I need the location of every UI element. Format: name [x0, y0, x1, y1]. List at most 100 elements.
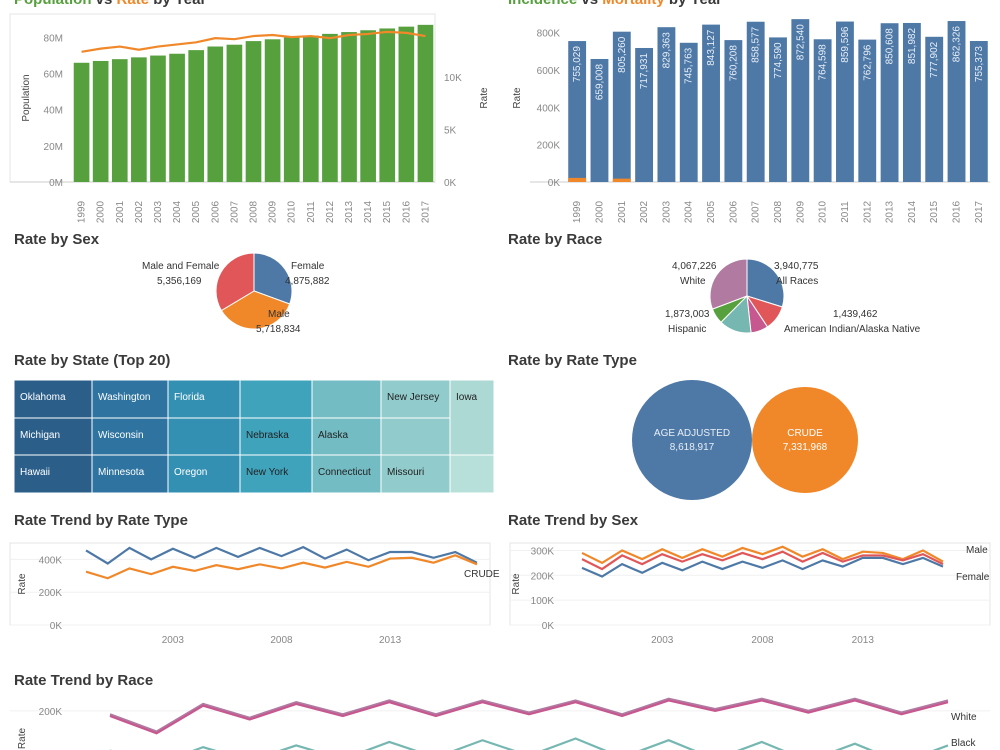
label-aian-value: 1,439,462: [833, 309, 878, 320]
treemap-cell: [380, 417, 451, 456]
rate-by-state-treemap[interactable]: Oklahoma Washington Florida New Jersey Iowa M…: [0, 375, 500, 500]
x-tick-year: 2000: [96, 200, 107, 223]
population-rate-chart[interactable]: 80M 60M 40M 20M 0M 10K 5K 0K Population Rate 1999 2…: [0, 0, 500, 225]
treemap-cell: [167, 417, 241, 456]
data-label: 777,902: [929, 41, 940, 78]
treemap-label-oklahoma: Oklahoma: [20, 392, 66, 403]
trend-rate-type-chart[interactable]: 400K 200K 0K Rate 2003 2008 2013 CRUDE: [0, 535, 500, 660]
bar-incidence: [679, 42, 698, 182]
x-tick: 2003: [651, 635, 674, 646]
label-hispanic-name: Hispanic: [668, 324, 706, 335]
treemap-cell: [311, 379, 382, 419]
chart-title-rate-by-rate-type: Rate by Rate Type: [508, 352, 637, 369]
treemap-cell: [380, 454, 451, 494]
bar-population: [207, 46, 224, 182]
label-male-and-female-value: 5,356,169: [157, 276, 202, 287]
trend-race-chart[interactable]: 200K Rate White Black: [0, 695, 1000, 750]
x-tick-year: 2006: [210, 200, 221, 223]
x-tick-year: 2002: [639, 200, 650, 223]
treemap-label-michigan: Michigan: [20, 430, 60, 441]
y-tick-left: 80M: [44, 33, 63, 44]
bar-incidence: [969, 40, 988, 182]
treemap-cell: [449, 379, 495, 456]
x-tick-year: 2012: [862, 200, 873, 223]
trend-sex-chart[interactable]: 300K 200K 100K 0K Rate 2003 2008 2013 Male Female: [500, 535, 1000, 660]
x-tick-year: 2005: [191, 200, 202, 223]
treemap-label-iowa: Iowa: [456, 392, 478, 403]
bar-incidence: [858, 39, 877, 182]
title-incidence-word: Incidence: [508, 0, 577, 8]
data-label: 805,260: [617, 36, 628, 73]
pie-slice-female: [253, 252, 293, 305]
y-tick-right: 0K: [444, 178, 457, 189]
x-tick: 2008: [270, 635, 293, 646]
x-tick-year: 2017: [974, 200, 985, 223]
x-tick-year: 2008: [773, 200, 784, 223]
bar-incidence: [836, 21, 854, 182]
label-white-value: 4,067,226: [672, 261, 717, 272]
x-tick-year: 2007: [751, 200, 762, 223]
line-all-races: [109, 697, 949, 733]
x-tick-year: 2003: [153, 200, 164, 223]
x-tick-year: 2017: [420, 200, 431, 223]
treemap-label-nebraska: Nebraska: [246, 430, 289, 441]
rate-by-race-pie[interactable]: 3,940,775 All Races 1,439,462 American Indi…: [500, 250, 1000, 345]
x-tick-year: 2007: [229, 200, 240, 223]
line-black: [110, 737, 949, 750]
y-tick-left: 40M: [44, 106, 63, 117]
treemap-label-minnesota: Minnesota: [98, 467, 145, 478]
treemap-cell: [449, 454, 495, 494]
bar-incidence: [902, 22, 921, 182]
treemap-label-oregon: Oregon: [174, 467, 207, 478]
end-label-male: Male: [966, 545, 988, 556]
y-tick: 800K: [537, 29, 561, 40]
bar-population: [360, 30, 376, 183]
treemap-cell: [167, 379, 241, 419]
x-tick: 2003: [162, 635, 185, 646]
end-label-crude: CRUDE: [464, 569, 500, 580]
treemap-label-connecticut: Connecticut: [318, 467, 371, 478]
x-tick-year: 2009: [268, 200, 279, 223]
bar-incidence: [657, 27, 676, 182]
y-tick: 0K: [542, 621, 555, 632]
x-tick-year: 2002: [134, 200, 145, 223]
x-tick-year: 2013: [344, 200, 355, 223]
plot-frame: [9, 542, 491, 626]
bar-incidence: [702, 24, 720, 183]
bar-population: [322, 33, 338, 182]
bar-population: [417, 24, 434, 182]
bar-incidence: [590, 58, 609, 183]
data-label: 829,363: [661, 32, 672, 69]
y-tick: 200K: [531, 571, 555, 582]
y-tick-left: 0M: [49, 178, 63, 189]
treemap-label-florida: Florida: [174, 392, 205, 403]
bar-population: [92, 60, 109, 182]
x-tick-year: 2009: [795, 200, 806, 223]
data-label: 760,208: [728, 45, 739, 82]
bar-mortality: [568, 177, 587, 182]
treemap-cell: [91, 454, 169, 494]
bubble-age-adjusted-value: 8,618,917: [670, 442, 715, 453]
y-tick-right: 10K: [444, 73, 462, 84]
data-label: 872,540: [795, 24, 806, 61]
data-label: 774,590: [773, 42, 784, 79]
title-suffix: by Year: [149, 0, 206, 8]
y-tick: 0K: [50, 621, 63, 632]
title-vs: vs: [92, 0, 117, 8]
bar-incidence: [925, 36, 944, 182]
bar-population: [226, 44, 243, 182]
y-tick: 300K: [531, 546, 555, 557]
bar-population: [264, 39, 281, 183]
chart-title-rate-by-sex: Rate by Sex: [14, 231, 100, 248]
chart-title-trend-race: Rate Trend by Race: [14, 672, 154, 689]
title-mortality-word: Mortality: [602, 0, 665, 8]
bubble-age-adjusted-name: AGE ADJUSTED: [654, 428, 730, 439]
chart-title-rate-by-race: Rate by Race: [508, 231, 603, 248]
x-tick-year: 2000: [594, 200, 605, 223]
x-tick-year: 2011: [306, 201, 317, 223]
bubble-crude-name: CRUDE: [787, 428, 823, 439]
rate-by-sex-pie[interactable]: Female 4,875,882 Male 5,718,834 Male and Fem…: [0, 250, 500, 345]
rate-by-rate-type-bubbles[interactable]: AGE ADJUSTED 8,618,917 CRUDE 7,331,968: [500, 375, 1000, 500]
bar-incidence: [746, 21, 765, 182]
incidence-mortality-chart[interactable]: 800K 600K 400K 200K 0K Rate 755,029 1999 659,008…: [500, 0, 1000, 225]
